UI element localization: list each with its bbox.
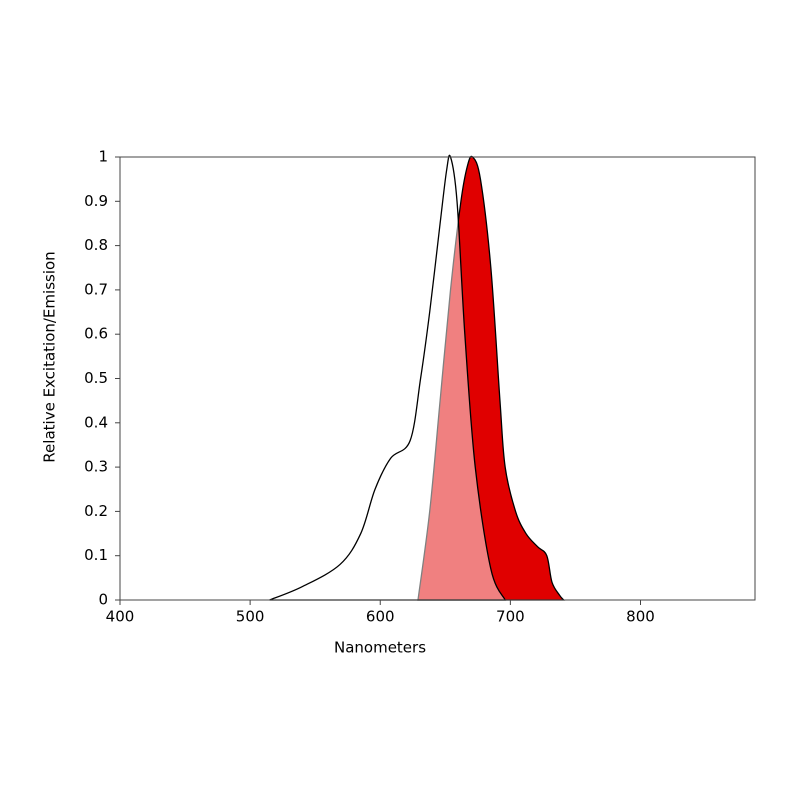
x-tick-label: 400 (106, 608, 135, 626)
y-tick-label: 0.9 (84, 192, 108, 210)
y-tick-label: 0.4 (84, 413, 108, 431)
x-tick-label: 800 (626, 608, 655, 626)
x-tick-label: 700 (496, 608, 525, 626)
y-tick-label: 0 (98, 591, 108, 609)
x-tick-label: 500 (236, 608, 265, 626)
y-tick-label: 0.3 (84, 458, 108, 476)
y-tick-label: 0.8 (84, 236, 108, 254)
x-axis-label: Nanometers (334, 639, 426, 657)
y-tick-label: 0.5 (84, 369, 108, 387)
y-tick-label: 1 (98, 148, 108, 166)
x-tick-label: 600 (366, 608, 395, 626)
spectrum-area (269, 154, 507, 601)
y-tick-label: 0.1 (84, 546, 108, 564)
y-tick-label: 0.6 (84, 325, 108, 343)
y-axis-label: Relative Excitation/Emission (41, 251, 59, 462)
y-tick-label: 0.7 (84, 280, 108, 298)
y-tick-label: 0.2 (84, 502, 108, 520)
